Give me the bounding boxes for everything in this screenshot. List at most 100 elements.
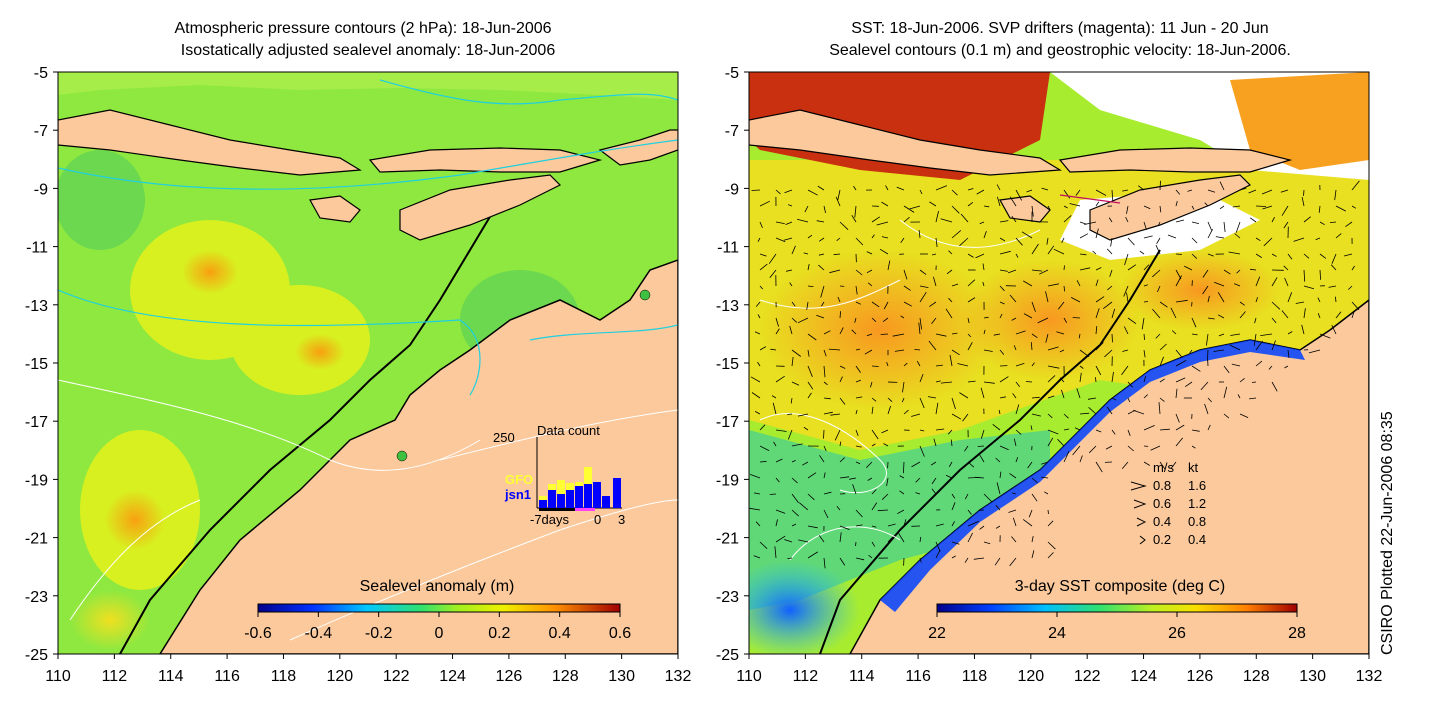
velocity-arrow — [948, 461, 953, 467]
velocity-arrow — [1063, 428, 1070, 431]
velocity-arrow — [1076, 388, 1081, 399]
velocity-arrow — [919, 429, 925, 432]
velocity-arrow — [964, 445, 969, 452]
velocity-arrow — [791, 493, 799, 504]
velocity-arrow — [818, 535, 825, 543]
velocity-arrow — [807, 264, 810, 271]
velocity-arrow — [1084, 221, 1097, 225]
velocity-arrow — [982, 263, 985, 271]
velocity-arrow — [1317, 297, 1321, 303]
velocity-arrow — [1009, 294, 1017, 303]
velocity-arrow — [935, 428, 945, 431]
sla-peak — [182, 250, 238, 294]
velocity-arrow — [769, 269, 777, 278]
lat-tick-label: -9 — [725, 181, 739, 198]
lat-tick-label: -7 — [34, 123, 48, 140]
lat-tick-label: -13 — [716, 298, 739, 315]
velocity-arrow — [1045, 291, 1049, 303]
lon-tick-label: 126 — [496, 668, 523, 685]
velocity-arrow — [995, 457, 1001, 463]
velocity-arrow — [1319, 253, 1327, 259]
velocity-arrow — [1031, 477, 1038, 484]
timor-island — [1089, 174, 1252, 241]
velocity-arrow — [983, 493, 993, 503]
velocity-arrow — [823, 509, 829, 519]
velocity-arrow — [775, 535, 786, 543]
velocity-arrow — [983, 205, 990, 208]
velocity-arrow — [1175, 275, 1182, 287]
colorbar-tick-label: -0.2 — [365, 625, 393, 642]
sla-colorbar: Sealevel anomaly (m) -0.6 -0.4 -0.2 0 0.2 0.4… — [244, 578, 631, 642]
velocity-arrow — [1143, 301, 1149, 303]
velocity-arrow — [1111, 371, 1114, 383]
velocity-arrow — [946, 269, 953, 275]
velocity-arrow — [1159, 301, 1168, 308]
velocity-arrow — [883, 301, 889, 310]
velocity-arrow — [807, 234, 813, 239]
velocity-arrow — [1175, 189, 1181, 195]
lon-tick-label: 120 — [326, 668, 353, 685]
map-axes: -5 -7 -9 -11 -13 -15 -17 -19 -21 -23 -25 110 112 114 1… — [25, 65, 1383, 685]
velocity-arrow — [1175, 360, 1187, 367]
velocity-arrow — [1079, 233, 1089, 239]
velocity-arrow — [967, 520, 979, 527]
velocity-arrow — [772, 402, 777, 415]
pressure-contour — [58, 289, 481, 396]
colorbar-tick-label: 28 — [1288, 625, 1306, 642]
velocity-arrow — [871, 234, 875, 239]
velocity-arrow — [983, 230, 987, 239]
velocity-arrow — [839, 457, 845, 463]
velocity-arrow — [1047, 552, 1054, 559]
velocity-arrow — [855, 524, 863, 527]
velocity-arrow — [1317, 313, 1321, 319]
velocity-arrow — [1061, 389, 1065, 399]
velocity-arrow — [1127, 264, 1137, 271]
sst-colorbar-gradient — [936, 603, 1298, 613]
velocity-arrow — [1260, 333, 1273, 336]
velocity-arrow — [1175, 299, 1188, 303]
velocity-arrow — [1232, 205, 1241, 208]
velocity-arrow — [759, 445, 770, 451]
velocity-arrow — [775, 429, 787, 432]
velocity-arrow — [1248, 189, 1257, 194]
velocity-arrow — [1127, 317, 1137, 325]
velocity-arrow — [1213, 349, 1225, 352]
velocity-arrow — [1207, 229, 1213, 239]
velocity-legend-arrow — [1130, 481, 1147, 491]
velocity-arrow — [1207, 424, 1211, 431]
velocity-arrow — [1110, 237, 1113, 247]
lon-tick-label: 122 — [1074, 668, 1101, 685]
velocity-arrow — [1157, 221, 1161, 226]
velocity-arrow — [992, 423, 1001, 431]
velocity-arrow — [759, 346, 767, 351]
velocity-legend-kt: 0.8 — [1188, 514, 1206, 529]
velocity-arrow — [1191, 205, 1195, 210]
velocity-arrow — [1041, 461, 1049, 465]
velocity-arrow — [855, 348, 861, 351]
velocity-arrow — [1255, 237, 1261, 242]
velocity-arrow — [983, 541, 991, 545]
velocity-arrow — [787, 204, 793, 207]
left-map-panel — [58, 72, 678, 654]
sealevel-contour — [759, 413, 887, 494]
velocity-arrow — [1295, 301, 1305, 304]
velocity-arrow — [786, 269, 793, 272]
velocity-arrow — [879, 248, 889, 255]
sst-colorbar: 3-day SST composite (deg C) 22 24 26 28 — [928, 578, 1306, 642]
velocity-arrow — [1191, 445, 1196, 449]
velocity-arrow — [1251, 381, 1257, 383]
station-marker — [396, 450, 408, 462]
velocity-arrow — [839, 441, 842, 447]
velocity-arrow — [1330, 264, 1337, 271]
velocity-arrow — [1047, 520, 1054, 527]
velocity-arrow — [871, 406, 874, 415]
velocity-arrow — [757, 361, 761, 367]
velocity-arrow — [900, 237, 905, 244]
velocity-arrow — [757, 314, 761, 319]
velocity-arrow — [1095, 326, 1098, 335]
velocity-arrow — [1092, 250, 1097, 255]
velocity-arrow — [1158, 402, 1161, 415]
velocity-arrow — [1234, 233, 1241, 239]
velocity-arrow — [1271, 340, 1276, 351]
